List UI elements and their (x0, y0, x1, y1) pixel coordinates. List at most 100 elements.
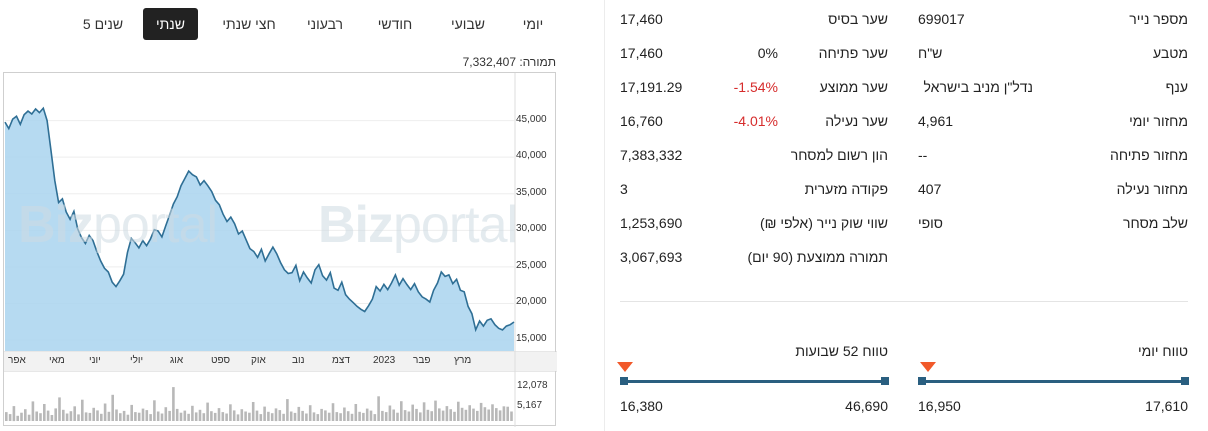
volume-bar (297, 406, 301, 421)
volume-bar (384, 412, 388, 421)
info-divider (620, 301, 1188, 302)
volume-bar (31, 401, 35, 421)
volume-bar (172, 387, 175, 421)
weekly52-range-high: 46,690 (845, 398, 888, 414)
volume-bar (327, 412, 331, 421)
price-value: 1,253,690 (620, 215, 683, 231)
tab-quarterly[interactable]: רבעוני (306, 16, 344, 32)
volume-bar (445, 406, 449, 422)
price-tick-label: 20,000 (516, 296, 547, 307)
column-divider (604, 0, 605, 431)
weekly52-range-title: טווח 52 שבועות (795, 343, 888, 359)
price-label: שווי שוק נייר (אלפי ₪) (759, 215, 888, 231)
watermark-right: Bizportal (318, 196, 518, 254)
tab-yearly[interactable]: שנתי (143, 8, 198, 40)
price-tick-label: 35,000 (516, 187, 547, 198)
volume-bar (392, 409, 395, 421)
volume-bar (65, 413, 69, 421)
volume-bar (24, 409, 27, 421)
volume-bar (369, 410, 373, 421)
volume-bar (43, 404, 46, 421)
volume-bar (54, 408, 57, 422)
volume-bar (422, 402, 426, 421)
tab-5-years[interactable]: 5 שנים (82, 16, 124, 32)
volume-bar (472, 408, 475, 421)
daily-range-title: טווח יומי (1137, 343, 1188, 359)
volume-bar (206, 402, 209, 421)
volume-bar (88, 412, 92, 421)
detail-value: סופי (918, 215, 943, 231)
chart-svg (4, 73, 557, 427)
volume-bar (35, 411, 38, 421)
volume-bar (134, 412, 137, 421)
tab-weekly[interactable]: שבועי (450, 16, 485, 32)
volume-bar (400, 401, 403, 421)
volume-bar (358, 411, 361, 421)
price-value: 17,460 (620, 45, 663, 61)
volume-bar (119, 413, 122, 421)
volume-bar (141, 408, 145, 421)
volume-bar (396, 412, 399, 421)
price-value: 17,460 (620, 11, 663, 27)
price-label: שער נעילה (825, 113, 888, 129)
volume-bar (229, 404, 232, 421)
volume-bar (81, 399, 84, 421)
tab-half-yearly[interactable]: חצי שנתי (222, 16, 276, 32)
price-area-fill (5, 108, 514, 351)
time-tick-label: יולי (130, 355, 144, 366)
volume-bar (175, 408, 179, 421)
volume-bar (251, 402, 255, 421)
price-tick-label: 25,000 (516, 260, 547, 271)
price-value: 16,760 (620, 113, 663, 129)
volume-bar (164, 407, 168, 421)
time-tick-label: ספט (211, 355, 231, 366)
volume-bar (457, 401, 460, 421)
time-tick-label: אפר (8, 355, 26, 366)
price-tick-label: 30,000 (516, 223, 547, 234)
volume-bar (183, 410, 187, 421)
volume-bar (12, 406, 16, 422)
volume-bar (130, 404, 133, 421)
volume-bar (407, 411, 411, 421)
tab-monthly[interactable]: חודשי (377, 16, 413, 32)
volume-bar (434, 400, 437, 421)
tab-daily[interactable]: יומי (522, 16, 544, 32)
time-tick-label: נוב (292, 355, 305, 366)
price-value: 3 (620, 181, 628, 197)
volume-bar (202, 413, 206, 421)
price-label: פקודה מזערית (804, 181, 888, 197)
volume-bar (346, 411, 350, 421)
turnover-readout: תמורה: 7,332,407 (463, 55, 556, 69)
detail-label: שלב מסחר (1123, 215, 1188, 231)
volume-bar (240, 409, 244, 421)
volume-bar (502, 406, 506, 421)
weekly52-range-high-cap (881, 377, 889, 385)
volume-bar (335, 412, 339, 421)
price-chart[interactable] (3, 72, 557, 427)
volume-bar (58, 397, 61, 421)
price-value: 17,191.29 (620, 79, 683, 95)
time-tick-label: פבר (413, 355, 431, 366)
daily-range-high: 17,610 (1145, 398, 1188, 414)
time-tick-label: מאי (49, 355, 65, 366)
volume-bar (248, 412, 251, 421)
volume-bar (263, 406, 266, 421)
volume-bar (464, 409, 468, 421)
volume-bar (103, 403, 107, 421)
volume-bar (107, 411, 111, 421)
volume-bar (221, 412, 225, 421)
volume-bar (168, 410, 171, 421)
volume-bar (69, 411, 73, 421)
volume-bar (46, 410, 50, 421)
volume-bar (510, 411, 513, 421)
volume-bar (156, 411, 160, 421)
volume-bar (495, 408, 498, 421)
volume-bar (217, 408, 221, 421)
volume-bar (27, 414, 31, 421)
detail-label: מספר נייר (1129, 11, 1188, 27)
detail-label: מחזור יומי (1129, 113, 1188, 129)
volume-bar (267, 411, 270, 421)
time-axis-band (4, 352, 557, 371)
detail-label: מחזור נעילה (1116, 181, 1188, 197)
volume-bar (339, 413, 342, 421)
